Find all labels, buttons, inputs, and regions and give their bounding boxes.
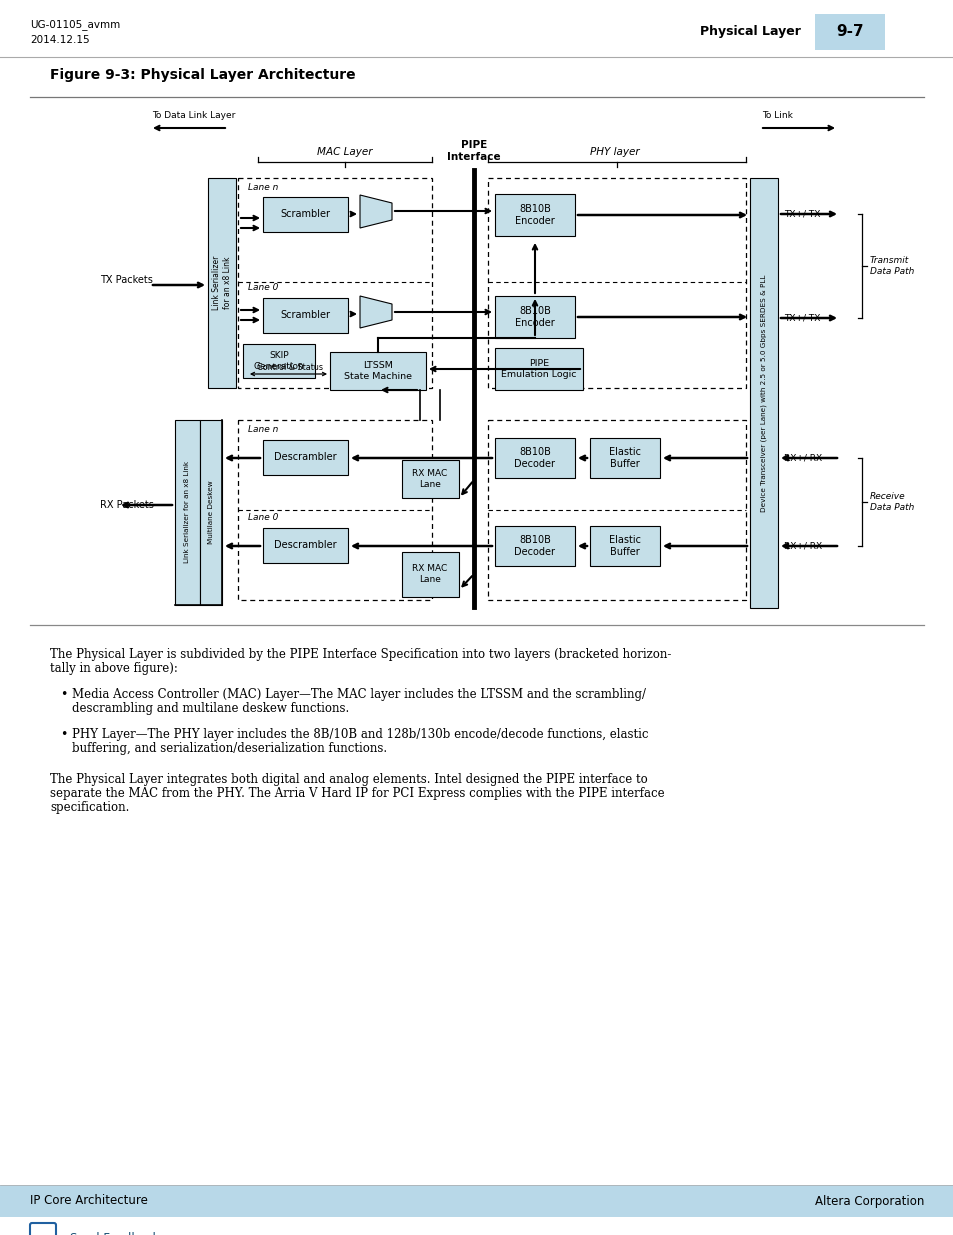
Text: To Link: To Link	[761, 111, 792, 121]
Text: tally in above figure):: tally in above figure):	[50, 662, 177, 676]
FancyBboxPatch shape	[495, 526, 575, 566]
Text: TX+/ TX-: TX+/ TX-	[783, 314, 822, 322]
Text: specification.: specification.	[50, 802, 130, 814]
Text: Send Feedback: Send Feedback	[70, 1231, 159, 1235]
Text: •: •	[60, 688, 68, 701]
FancyBboxPatch shape	[30, 1223, 56, 1235]
Text: Scrambler: Scrambler	[280, 209, 330, 219]
FancyBboxPatch shape	[243, 345, 314, 378]
Text: Figure 9-3: Physical Layer Architecture: Figure 9-3: Physical Layer Architecture	[50, 68, 355, 82]
Text: Link Serializer for an x8 Link: Link Serializer for an x8 Link	[184, 461, 190, 563]
FancyBboxPatch shape	[495, 438, 575, 478]
Text: 8B10B
Encoder: 8B10B Encoder	[515, 306, 555, 327]
Text: Descrambler: Descrambler	[274, 452, 336, 462]
Text: descrambling and multilane deskew functions.: descrambling and multilane deskew functi…	[71, 701, 349, 715]
Text: RX+/ RX-: RX+/ RX-	[783, 541, 824, 551]
FancyBboxPatch shape	[174, 420, 200, 605]
Text: Device Transceiver (per Lane) with 2.5 or 5.0 Gbps SERDES & PLL: Device Transceiver (per Lane) with 2.5 o…	[760, 274, 766, 511]
Text: Descrambler: Descrambler	[274, 540, 336, 550]
Text: PHY Layer—The PHY layer includes the 8B/10B and 128b/130b encode/decode function: PHY Layer—The PHY layer includes the 8B/…	[71, 727, 648, 741]
Text: Elastic
Buffer: Elastic Buffer	[608, 535, 640, 557]
FancyBboxPatch shape	[749, 178, 778, 608]
Text: Interface: Interface	[447, 152, 500, 162]
Text: Lane n: Lane n	[248, 184, 278, 193]
Text: separate the MAC from the PHY. The Arria V Hard IP for PCI Express complies with: separate the MAC from the PHY. The Arria…	[50, 787, 664, 800]
Text: The Physical Layer integrates both digital and analog elements. Intel designed t: The Physical Layer integrates both digit…	[50, 773, 647, 785]
FancyBboxPatch shape	[589, 526, 659, 566]
Text: Altera Corporation: Altera Corporation	[814, 1194, 923, 1208]
FancyBboxPatch shape	[401, 459, 458, 498]
Text: Transmit
Data Path: Transmit Data Path	[869, 257, 913, 275]
Text: SKIP
Generation: SKIP Generation	[253, 351, 304, 370]
Text: Media Access Controller (MAC) Layer—The MAC layer includes the LTSSM and the scr: Media Access Controller (MAC) Layer—The …	[71, 688, 645, 701]
Text: TX+/ TX-: TX+/ TX-	[783, 210, 822, 219]
FancyBboxPatch shape	[401, 552, 458, 597]
Text: RX MAC
Lane: RX MAC Lane	[412, 564, 447, 584]
Text: Multilane Deskew: Multilane Deskew	[208, 480, 213, 543]
FancyBboxPatch shape	[263, 198, 348, 232]
Text: RX MAC
Lane: RX MAC Lane	[412, 469, 447, 489]
Polygon shape	[359, 296, 392, 329]
Text: To Data Link Layer: To Data Link Layer	[152, 111, 235, 121]
FancyBboxPatch shape	[0, 1186, 953, 1216]
Text: •: •	[60, 727, 68, 741]
Text: Link Serializer
for an x8 Link: Link Serializer for an x8 Link	[213, 256, 232, 310]
Text: PIPE: PIPE	[460, 140, 487, 149]
Polygon shape	[359, 195, 392, 228]
Text: TX Packets: TX Packets	[100, 275, 152, 285]
FancyBboxPatch shape	[208, 178, 235, 388]
Text: 9-7: 9-7	[836, 25, 862, 40]
Text: PIPE
Emulation Logic: PIPE Emulation Logic	[500, 359, 577, 379]
Text: IP Core Architecture: IP Core Architecture	[30, 1194, 148, 1208]
Text: Elastic
Buffer: Elastic Buffer	[608, 447, 640, 469]
Text: Receive
Data Path: Receive Data Path	[869, 493, 913, 511]
Text: buffering, and serialization/deserialization functions.: buffering, and serialization/deserializa…	[71, 742, 387, 755]
Text: 8B10B
Encoder: 8B10B Encoder	[515, 204, 555, 226]
FancyBboxPatch shape	[589, 438, 659, 478]
FancyBboxPatch shape	[495, 348, 582, 390]
FancyBboxPatch shape	[263, 298, 348, 333]
FancyBboxPatch shape	[330, 352, 426, 390]
Text: RX Packets: RX Packets	[100, 500, 153, 510]
FancyBboxPatch shape	[263, 440, 348, 475]
Text: Physical Layer: Physical Layer	[700, 26, 800, 38]
Text: MAC Layer: MAC Layer	[317, 147, 373, 157]
Text: Lane 0: Lane 0	[248, 284, 278, 293]
Text: Control & Status: Control & Status	[256, 363, 323, 373]
Text: UG-01105_avmm: UG-01105_avmm	[30, 20, 120, 31]
Text: 8B10B
Decoder: 8B10B Decoder	[514, 447, 555, 469]
FancyBboxPatch shape	[495, 296, 575, 338]
Text: LTSSM
State Machine: LTSSM State Machine	[344, 362, 412, 380]
Text: 8B10B
Decoder: 8B10B Decoder	[514, 535, 555, 557]
Text: 2014.12.15: 2014.12.15	[30, 35, 90, 44]
Text: The Physical Layer is subdivided by the PIPE Interface Specification into two la: The Physical Layer is subdivided by the …	[50, 648, 671, 661]
Text: Lane 0: Lane 0	[248, 514, 278, 522]
FancyBboxPatch shape	[263, 529, 348, 563]
FancyBboxPatch shape	[200, 420, 222, 605]
Text: Lane n: Lane n	[248, 426, 278, 435]
Text: RX+/ RX-: RX+/ RX-	[783, 453, 824, 462]
FancyBboxPatch shape	[495, 194, 575, 236]
Text: Scrambler: Scrambler	[280, 310, 330, 320]
FancyBboxPatch shape	[814, 14, 884, 49]
Text: PHY layer: PHY layer	[590, 147, 639, 157]
